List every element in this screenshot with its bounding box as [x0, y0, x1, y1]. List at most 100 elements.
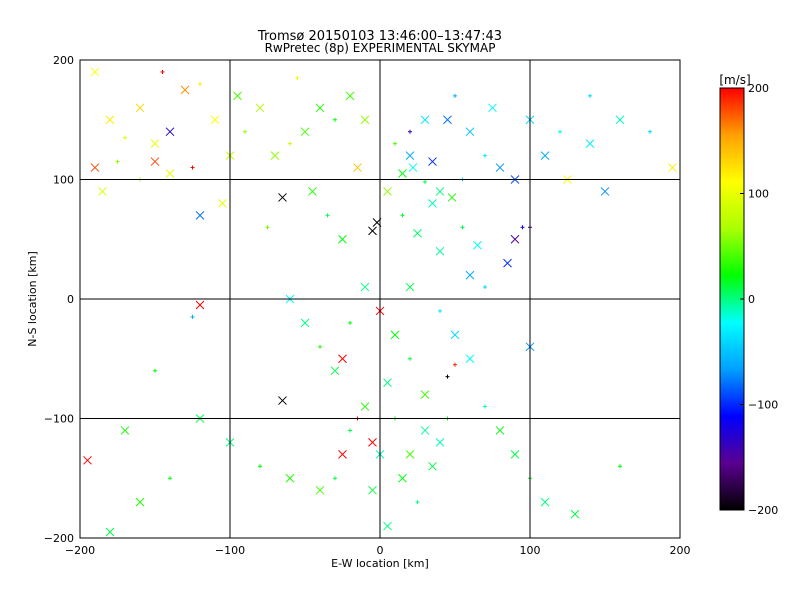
data-point — [428, 461, 437, 471]
data-point — [465, 270, 475, 280]
data-point — [540, 151, 550, 160]
data-point — [420, 115, 430, 125]
x-tick-label: −200 — [65, 544, 95, 557]
data-point — [415, 500, 420, 505]
data-point — [420, 390, 430, 399]
colorbar-tick-label: 0 — [748, 293, 755, 306]
data-point — [405, 449, 415, 459]
data-point — [195, 210, 205, 220]
data-point — [278, 193, 287, 202]
data-point — [483, 285, 487, 290]
data-point — [300, 127, 310, 137]
data-point — [495, 426, 505, 435]
data-point — [255, 103, 265, 113]
data-point — [265, 225, 270, 230]
data-point — [413, 228, 422, 238]
x-tick-label: 200 — [670, 544, 691, 557]
data-point — [465, 354, 475, 364]
data-point — [315, 485, 325, 495]
data-point — [483, 153, 487, 158]
data-point — [585, 139, 595, 149]
data-point — [460, 225, 465, 230]
data-point — [348, 320, 352, 325]
data-point — [105, 115, 115, 125]
scatter-points — [83, 67, 677, 537]
data-point — [648, 129, 652, 134]
data-point — [338, 234, 347, 244]
data-point — [503, 258, 512, 268]
data-point — [435, 438, 445, 447]
data-point — [353, 163, 362, 172]
data-point — [495, 163, 505, 172]
colorbar-tick-label: 200 — [748, 82, 769, 95]
data-point — [338, 354, 347, 364]
y-tick-label: 100 — [53, 174, 74, 187]
y-tick-label: 0 — [67, 293, 74, 306]
data-point — [383, 378, 392, 388]
data-point — [288, 141, 292, 146]
data-point — [393, 141, 397, 146]
data-point — [408, 356, 412, 361]
data-point — [443, 115, 452, 125]
data-point — [348, 428, 352, 433]
data-point — [398, 473, 407, 483]
data-point — [278, 396, 287, 405]
data-point — [488, 103, 497, 113]
data-point — [398, 169, 407, 178]
data-point — [90, 163, 100, 172]
data-point — [190, 314, 195, 319]
data-point — [615, 115, 625, 125]
data-point — [420, 426, 430, 435]
data-point — [368, 226, 377, 236]
data-point — [168, 476, 172, 481]
data-point — [570, 509, 580, 519]
y-tick-label: −200 — [44, 532, 74, 545]
data-point — [435, 246, 445, 256]
x-tick-label: 100 — [520, 544, 541, 557]
data-point — [428, 199, 437, 208]
x-tick-label: 0 — [377, 544, 384, 557]
data-point — [453, 362, 457, 367]
data-point — [190, 165, 195, 170]
data-point — [558, 129, 562, 134]
y-tick-label: 200 — [53, 54, 74, 67]
data-point — [408, 129, 412, 134]
data-point — [510, 449, 520, 459]
data-point — [400, 213, 405, 218]
data-point — [453, 93, 457, 98]
plot-frame — [79, 59, 681, 539]
data-point — [333, 476, 337, 481]
colorbar-unit: [m/s] — [719, 73, 750, 87]
data-point — [360, 282, 370, 292]
data-point — [120, 426, 130, 435]
data-point — [510, 234, 520, 244]
data-point — [308, 187, 317, 196]
x-axis-ticks: −200 −100 0 100 200 — [65, 544, 691, 557]
y-axis-label: N-S location [km] — [26, 251, 39, 347]
y-axis-ticks: −200 −100 0 100 200 — [44, 54, 74, 545]
data-point — [150, 157, 160, 166]
data-point — [180, 85, 190, 95]
data-point — [465, 127, 475, 137]
data-point — [540, 497, 550, 507]
data-point — [438, 308, 442, 313]
data-point — [115, 159, 120, 164]
data-point — [588, 93, 592, 98]
data-point — [483, 404, 487, 409]
chart-title: Tromsø 20150103 13:46:00–13:47:43 — [257, 29, 502, 44]
data-point — [198, 81, 202, 86]
data-point — [135, 497, 145, 507]
data-point — [428, 157, 437, 166]
data-point — [165, 127, 175, 137]
data-point — [368, 438, 377, 447]
data-point — [360, 402, 370, 411]
data-point — [368, 485, 377, 495]
colorbar-tick-label: 100 — [748, 188, 769, 201]
colorbar-tick-label: −100 — [748, 399, 778, 412]
data-point — [330, 366, 340, 376]
data-point — [618, 464, 622, 469]
data-point — [423, 179, 427, 184]
data-point — [338, 449, 347, 459]
data-point — [405, 151, 415, 160]
data-point — [295, 75, 300, 80]
